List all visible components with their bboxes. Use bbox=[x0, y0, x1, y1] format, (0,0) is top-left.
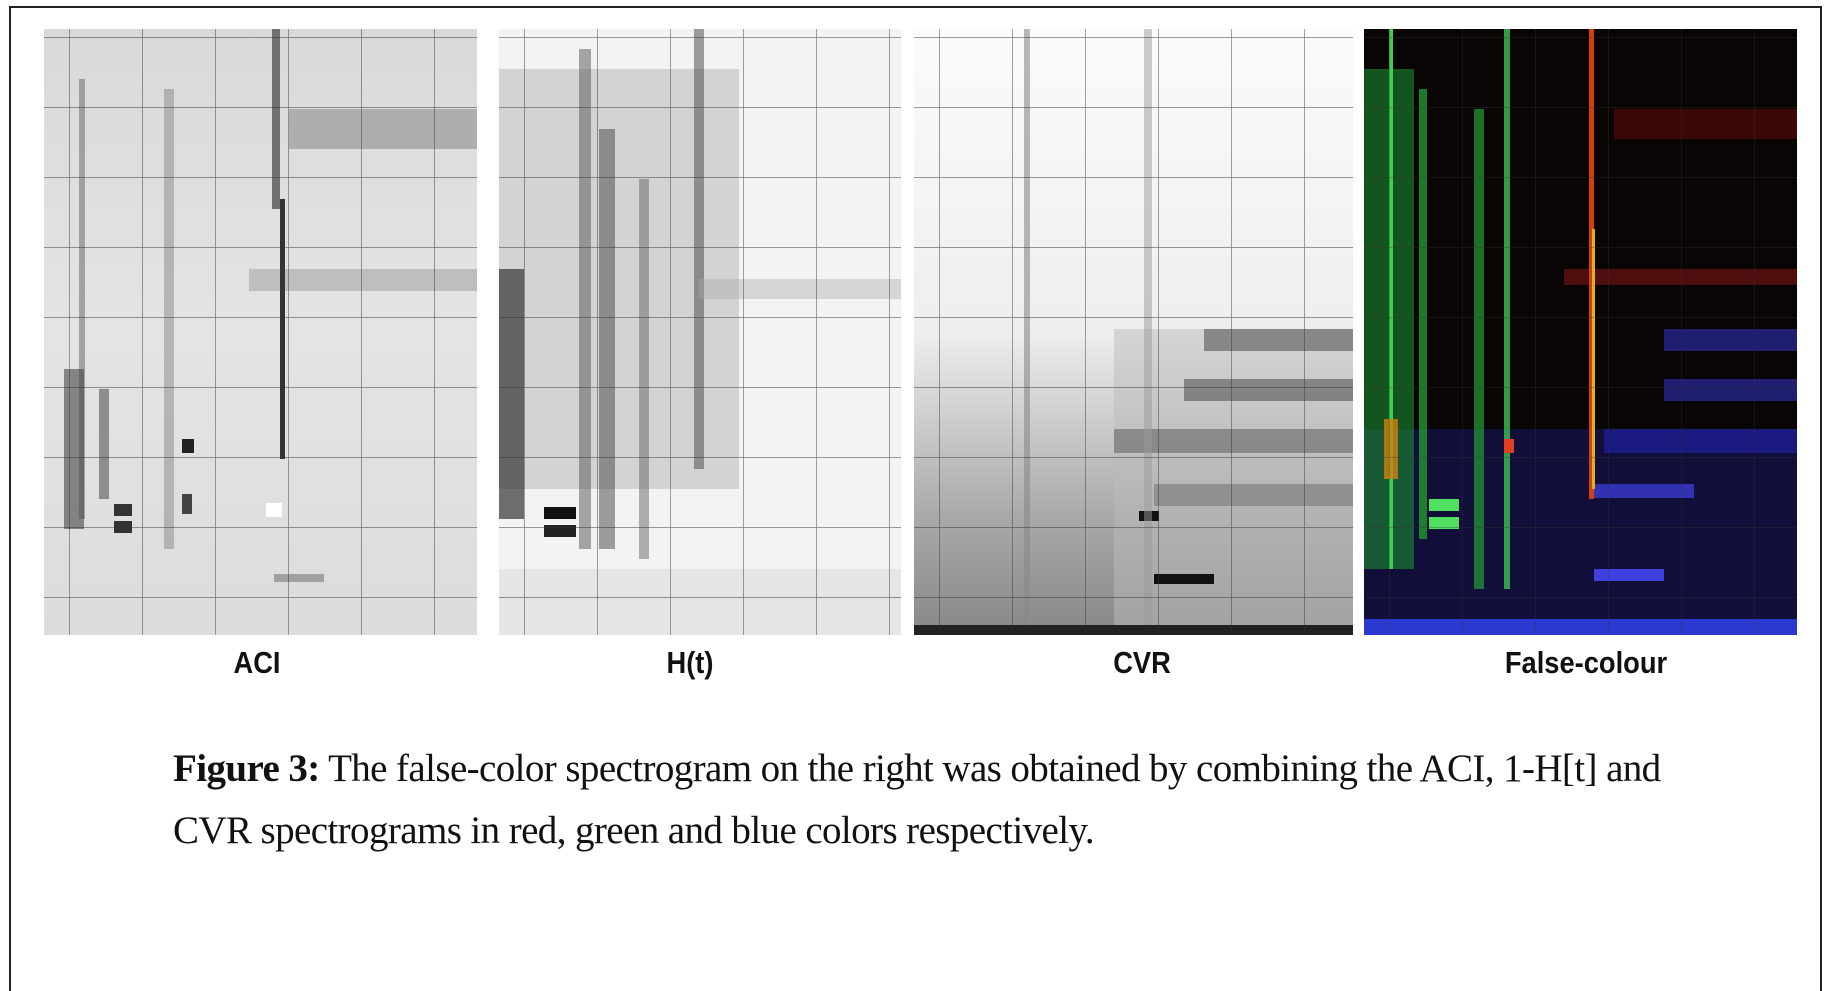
spectrogram-detail bbox=[1364, 29, 1797, 635]
spectrogram-detail bbox=[44, 29, 477, 635]
panel-label: CVR bbox=[1113, 645, 1171, 680]
aci-spectrogram bbox=[44, 29, 477, 635]
cvr-spectrogram bbox=[914, 29, 1353, 635]
panel-label: H(t) bbox=[666, 645, 714, 680]
false-colour-spectrogram bbox=[1364, 29, 1797, 635]
panel-label: False-colour bbox=[1504, 645, 1668, 680]
caption-number: Figure 3: bbox=[173, 747, 320, 790]
caption-text: The false-color spectrogram on the right… bbox=[173, 747, 1661, 852]
spectrogram-detail bbox=[499, 29, 901, 635]
figure-caption: Figure 3: The false-color spectrogram on… bbox=[173, 738, 1673, 862]
ht-spectrogram bbox=[499, 29, 901, 635]
figure-frame bbox=[9, 6, 1822, 991]
spectrogram-detail bbox=[914, 29, 1353, 635]
panel-label: ACI bbox=[233, 645, 281, 680]
